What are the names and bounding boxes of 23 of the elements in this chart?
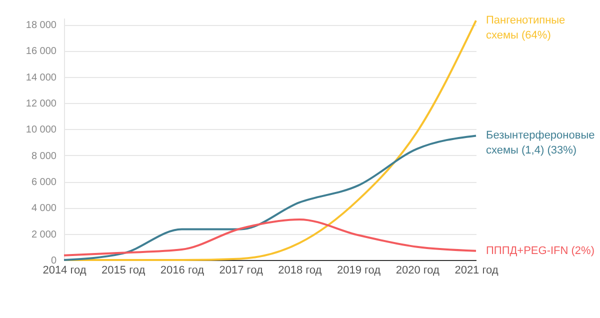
series-label: ПППД+PEG-IFN (2%) xyxy=(486,244,594,257)
y-tick-label: 4 000 xyxy=(31,203,57,214)
line-series xyxy=(63,218,477,256)
y-tick-label: 14 000 xyxy=(26,72,57,84)
y-tick-label: 0 xyxy=(50,256,57,266)
x-tick-label: 2014 год xyxy=(42,264,87,276)
y-tick-label: 2 000 xyxy=(31,229,57,240)
y-tick-label: 16 000 xyxy=(26,46,57,58)
line-series xyxy=(63,134,477,261)
x-tick-label: 2019 год xyxy=(336,264,382,276)
y-tick-label: 12 000 xyxy=(26,98,57,110)
x-tick-label: 2015 год xyxy=(102,264,146,276)
x-tick-label: 2017 год xyxy=(219,264,264,276)
x-tick-label: 2020 год xyxy=(396,264,440,276)
y-tick-label: 18 000 xyxy=(26,20,57,32)
x-tick-label: 2018 год xyxy=(278,264,322,276)
y-tick-label: 8 000 xyxy=(31,150,57,162)
x-tick-label: 2016 год xyxy=(160,264,205,276)
series-label: Пангенотипные схемы (64%) xyxy=(486,14,566,42)
y-tick-label: 10 000 xyxy=(26,124,57,136)
series-label: Безынтерфероновые схемы (1,4) (33%) xyxy=(486,130,595,157)
x-tick-label: 2021 год xyxy=(454,264,499,276)
y-tick-label: 6 000 xyxy=(31,177,57,188)
